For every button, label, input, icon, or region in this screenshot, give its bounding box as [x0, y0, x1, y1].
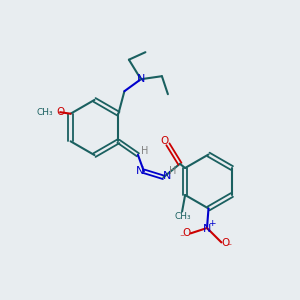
Text: N: N: [136, 166, 145, 176]
Text: O: O: [56, 107, 64, 117]
Text: N: N: [203, 224, 211, 234]
Text: N: N: [163, 171, 171, 181]
Text: O: O: [182, 228, 191, 239]
Text: ⁻: ⁻: [180, 233, 185, 243]
Text: ⁻: ⁻: [226, 242, 232, 252]
Text: O: O: [160, 136, 168, 146]
Text: CH₃: CH₃: [36, 108, 53, 117]
Text: N: N: [137, 74, 145, 84]
Text: O: O: [221, 238, 230, 248]
Text: CH₃: CH₃: [175, 212, 191, 221]
Text: +: +: [208, 219, 215, 228]
Text: H: H: [169, 166, 176, 176]
Text: H: H: [141, 146, 148, 156]
